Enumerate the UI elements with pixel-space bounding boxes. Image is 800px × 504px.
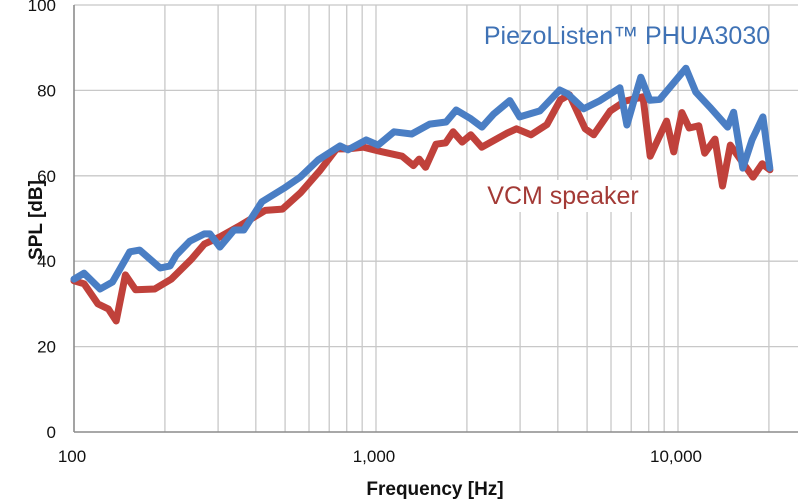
axes — [73, 5, 798, 433]
y-tick-label: 100 — [28, 0, 56, 15]
x-tick-label: 100 — [58, 447, 86, 466]
tick-labels: 0 20 40 60 80 100 100 1,000 10,000 — [28, 0, 702, 466]
x-tick-label: 10,000 — [650, 447, 702, 466]
y-tick-label: 40 — [37, 252, 56, 271]
vcm-speaker-line — [70, 91, 774, 325]
series-labels: PiezoListen™ PHUA3030 VCM speaker — [481, 22, 770, 212]
piezolisten-line — [70, 64, 774, 293]
y-tick-label: 60 — [37, 167, 56, 186]
data-series — [70, 64, 774, 325]
y-tick-label: 80 — [37, 81, 56, 100]
x-axis-title: Frequency [Hz] — [366, 479, 503, 500]
y-tick-label: 20 — [37, 338, 56, 357]
label-background — [481, 180, 645, 212]
x-tick-label: 1,000 — [353, 447, 396, 466]
vcm-speaker-label: VCM speaker — [487, 182, 638, 210]
y-tick-label: 0 — [47, 423, 56, 442]
piezolisten-label: PiezoListen™ PHUA3030 — [484, 22, 770, 50]
y-axis-title: SPL [dB] — [26, 180, 47, 260]
grid-lines — [74, 4, 798, 432]
